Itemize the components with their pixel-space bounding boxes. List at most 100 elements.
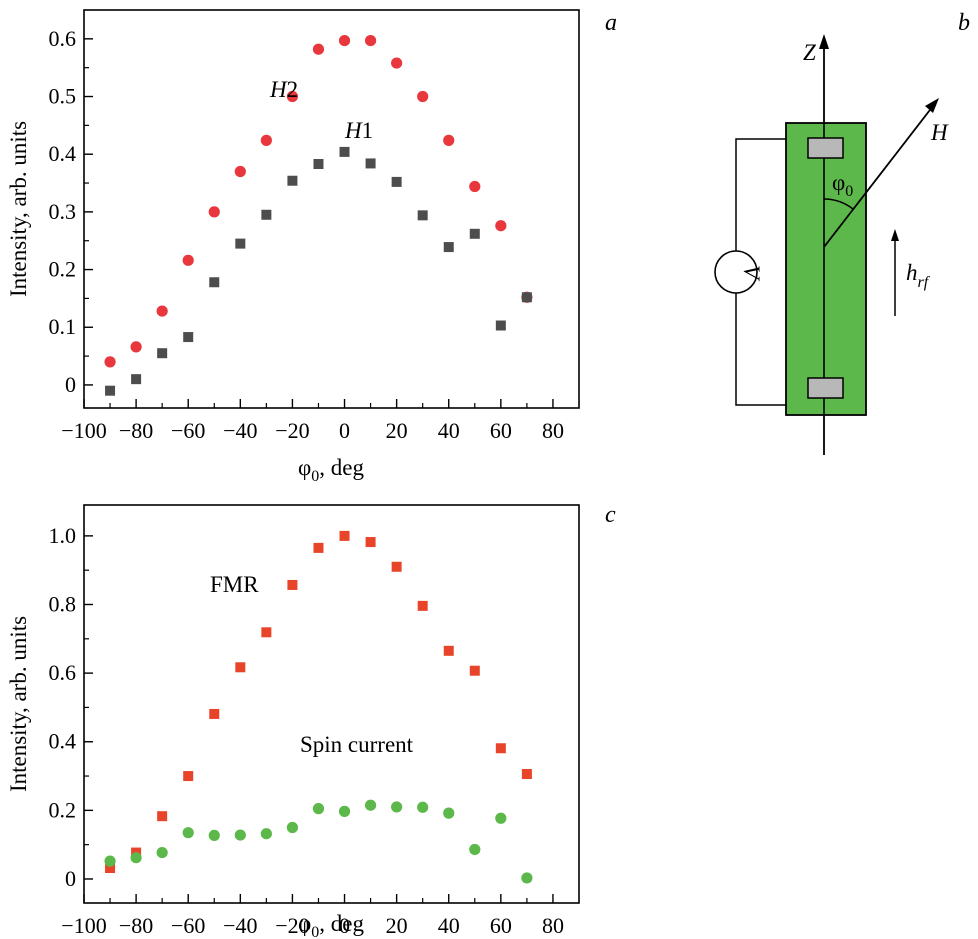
point-h2 xyxy=(208,206,220,218)
point-h2 xyxy=(417,90,429,103)
field-h-arrowhead xyxy=(925,98,939,113)
series-label-fmr: FMR xyxy=(210,572,259,597)
panel-c-y-axis-label: Intensity, arb. units xyxy=(6,616,31,792)
point-spin-current xyxy=(495,812,507,824)
series-label-h2: H2 xyxy=(269,77,298,102)
point-spin-current xyxy=(469,843,481,856)
point-fmr xyxy=(183,771,194,782)
point-h1 xyxy=(183,332,194,343)
point-spin-current xyxy=(286,821,299,834)
point-h2 xyxy=(495,220,507,232)
point-fmr xyxy=(287,579,298,590)
y-tick-label: 0.2 xyxy=(49,257,77,282)
point-fmr xyxy=(105,863,116,874)
point-h1 xyxy=(313,159,324,170)
point-h2 xyxy=(104,356,116,368)
x-tick-label: −20 xyxy=(275,418,309,443)
point-spin-current xyxy=(130,852,142,864)
sample-strip xyxy=(785,122,867,416)
point-fmr xyxy=(391,561,402,572)
point-spin-current xyxy=(104,855,116,867)
point-h2 xyxy=(443,134,455,146)
y-tick-label: 0.4 xyxy=(49,141,77,166)
panel-c-plot-frame xyxy=(83,504,580,904)
field-h-label: H xyxy=(930,120,949,145)
y-tick-label: 1.0 xyxy=(49,523,77,548)
point-spin-current xyxy=(260,828,272,840)
panel-b-diagram: b Z V H φ0 hrf xyxy=(714,10,970,455)
x-tick-label: −80 xyxy=(119,913,153,938)
panel-a-letter: a xyxy=(605,10,617,36)
point-h2 xyxy=(469,180,481,193)
point-h1 xyxy=(131,374,142,385)
panel-c: 0 0.2 0.4 0.6 0.8 1.0 −100 −80 −60 −40 −20 0 20 40 60… xyxy=(6,502,616,939)
x-tick-label: −100 xyxy=(61,418,106,443)
voltmeter-label: V xyxy=(739,265,764,282)
point-h2 xyxy=(234,165,246,178)
point-h2 xyxy=(260,134,272,146)
x-tick-label: 0 xyxy=(339,913,350,938)
point-h1 xyxy=(365,158,376,169)
x-tick-label: −20 xyxy=(275,913,309,938)
point-h1 xyxy=(391,176,402,187)
x-tick-label: −60 xyxy=(171,418,205,443)
angle-label: φ0 xyxy=(832,170,853,200)
point-fmr xyxy=(365,537,376,548)
point-spin-current xyxy=(521,872,533,884)
point-h1 xyxy=(443,242,454,253)
x-tick-label: 20 xyxy=(386,913,408,938)
x-tick-label: 60 xyxy=(490,913,512,938)
point-fmr xyxy=(235,662,246,673)
point-fmr xyxy=(417,600,428,611)
panel-a-x-axis-label: φ0, deg xyxy=(298,455,364,485)
panel-b-letter: b xyxy=(958,10,970,36)
x-tick-label: 80 xyxy=(542,418,564,443)
z-axis-label: Z xyxy=(803,40,816,65)
y-tick-label: 0.6 xyxy=(49,660,77,685)
x-tick-label: −40 xyxy=(223,418,257,443)
point-h1 xyxy=(261,209,272,220)
series-label-h1: H1 xyxy=(344,118,373,143)
x-tick-label: 0 xyxy=(339,418,350,443)
y-tick-label: 0.5 xyxy=(49,84,77,109)
point-h2 xyxy=(391,57,403,69)
panel-c-x-ticks: −100 −80 −60 −40 −20 0 20 40 60 80 xyxy=(61,894,564,938)
point-fmr xyxy=(495,743,506,754)
point-h2 xyxy=(286,90,299,103)
point-h2 xyxy=(338,34,351,47)
panel-a-x-ticks: −100 −80 −60 −40 −20 0 20 40 60 80 xyxy=(61,399,564,443)
panel-c-y-ticks: 0 0.2 0.4 0.6 0.8 1.0 xyxy=(49,523,93,891)
point-h1 xyxy=(521,292,532,303)
point-fmr xyxy=(261,627,272,638)
top-contact xyxy=(807,137,844,159)
point-h1 xyxy=(235,238,246,249)
point-fmr xyxy=(339,530,350,541)
point-spin-current xyxy=(364,799,377,811)
panel-c-x-axis-label: φ0, deg xyxy=(298,911,364,939)
x-tick-label: −60 xyxy=(171,913,205,938)
point-fmr xyxy=(157,811,168,822)
x-tick-label: 20 xyxy=(386,418,408,443)
panel-a-y-axis-label: Intensity, arb. units xyxy=(6,121,31,297)
point-h2 xyxy=(182,254,194,266)
point-spin-current xyxy=(312,803,325,815)
panel-a-data-marks xyxy=(104,34,533,396)
point-fmr xyxy=(521,768,532,779)
y-tick-label: 0.8 xyxy=(49,592,77,617)
point-h1 xyxy=(157,348,168,359)
point-fmr xyxy=(209,708,220,719)
point-spin-current xyxy=(417,801,429,813)
panel-a: 0 0.1 0.2 0.3 0.4 0.5 0.6 −100 −80 −60 −40 −20 0 20 4… xyxy=(6,9,617,485)
hrf-arrowhead xyxy=(891,229,899,241)
bottom-contact xyxy=(807,377,844,399)
point-h2 xyxy=(130,341,142,353)
point-h2 xyxy=(312,43,325,55)
z-axis-arrowhead xyxy=(819,34,829,49)
point-spin-current xyxy=(156,846,168,859)
point-h2 xyxy=(156,305,168,317)
panel-c-data-marks xyxy=(104,530,533,884)
point-spin-current xyxy=(208,829,220,842)
angle-arc xyxy=(823,198,854,210)
point-fmr xyxy=(469,665,480,676)
point-h1 xyxy=(495,320,506,331)
